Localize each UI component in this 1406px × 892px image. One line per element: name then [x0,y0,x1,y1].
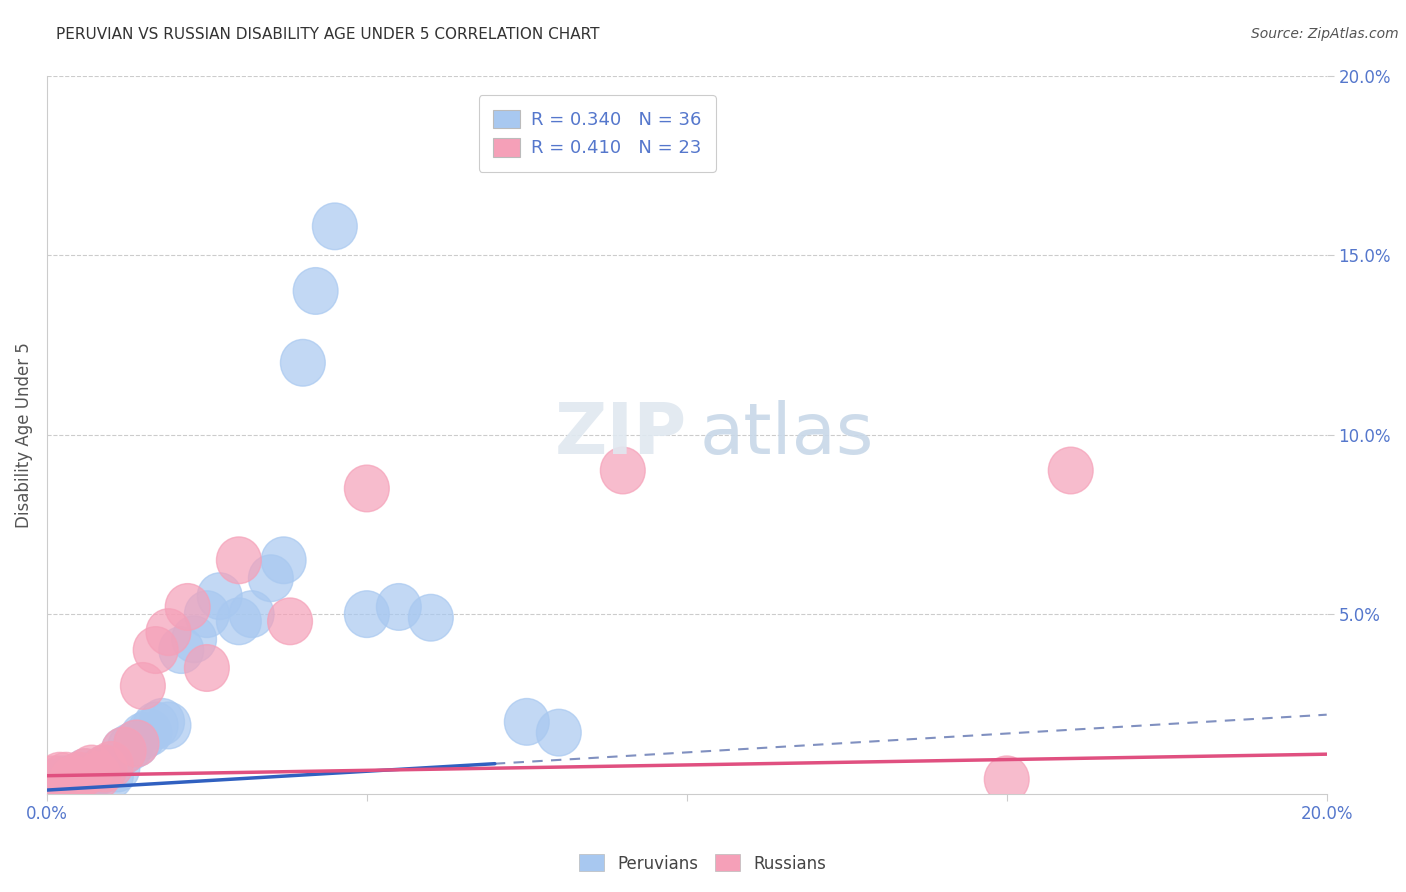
Legend: R = 0.340   N = 36, R = 0.410   N = 23: R = 0.340 N = 36, R = 0.410 N = 23 [478,95,716,172]
Ellipse shape [294,268,337,314]
Ellipse shape [377,583,422,631]
Ellipse shape [537,709,581,756]
Ellipse shape [134,627,179,673]
Ellipse shape [184,645,229,691]
Y-axis label: Disability Age Under 5: Disability Age Under 5 [15,342,32,527]
Ellipse shape [139,698,184,745]
Ellipse shape [229,591,274,638]
Ellipse shape [69,745,114,792]
Ellipse shape [108,723,152,771]
Ellipse shape [127,709,172,756]
Ellipse shape [38,752,82,799]
Ellipse shape [31,756,76,803]
Ellipse shape [505,698,550,745]
Ellipse shape [344,465,389,512]
Ellipse shape [408,594,453,641]
Ellipse shape [38,756,82,803]
Ellipse shape [89,752,134,799]
Ellipse shape [172,616,217,663]
Ellipse shape [280,340,325,386]
Text: PERUVIAN VS RUSSIAN DISABILITY AGE UNDER 5 CORRELATION CHART: PERUVIAN VS RUSSIAN DISABILITY AGE UNDER… [56,27,600,42]
Ellipse shape [51,756,94,803]
Ellipse shape [600,447,645,494]
Ellipse shape [121,663,166,709]
Ellipse shape [76,748,121,796]
Ellipse shape [44,752,89,799]
Ellipse shape [134,702,179,748]
Ellipse shape [31,760,76,806]
Ellipse shape [344,591,389,638]
Ellipse shape [249,555,294,601]
Ellipse shape [89,741,134,789]
Ellipse shape [166,583,209,631]
Ellipse shape [63,748,108,796]
Ellipse shape [197,573,242,620]
Ellipse shape [63,748,108,796]
Ellipse shape [101,727,146,774]
Ellipse shape [44,756,89,803]
Ellipse shape [217,598,262,645]
Ellipse shape [82,745,127,792]
Text: atlas: atlas [700,401,875,469]
Ellipse shape [51,760,94,806]
Ellipse shape [312,203,357,250]
Ellipse shape [114,720,159,767]
Ellipse shape [56,752,101,799]
Ellipse shape [114,720,159,767]
Ellipse shape [69,752,114,799]
Ellipse shape [76,752,121,799]
Ellipse shape [146,702,191,748]
Ellipse shape [146,608,191,656]
Ellipse shape [262,537,307,583]
Ellipse shape [101,727,146,774]
Ellipse shape [159,627,204,673]
Ellipse shape [94,745,139,792]
Ellipse shape [82,745,127,792]
Ellipse shape [63,756,108,803]
Ellipse shape [984,756,1029,803]
Text: Source: ZipAtlas.com: Source: ZipAtlas.com [1251,27,1399,41]
Ellipse shape [121,713,166,760]
Text: ZIP: ZIP [554,401,686,469]
Ellipse shape [56,752,101,799]
Ellipse shape [1049,447,1092,494]
Ellipse shape [267,598,312,645]
Ellipse shape [184,591,229,638]
Legend: Peruvians, Russians: Peruvians, Russians [572,847,834,880]
Ellipse shape [217,537,262,583]
